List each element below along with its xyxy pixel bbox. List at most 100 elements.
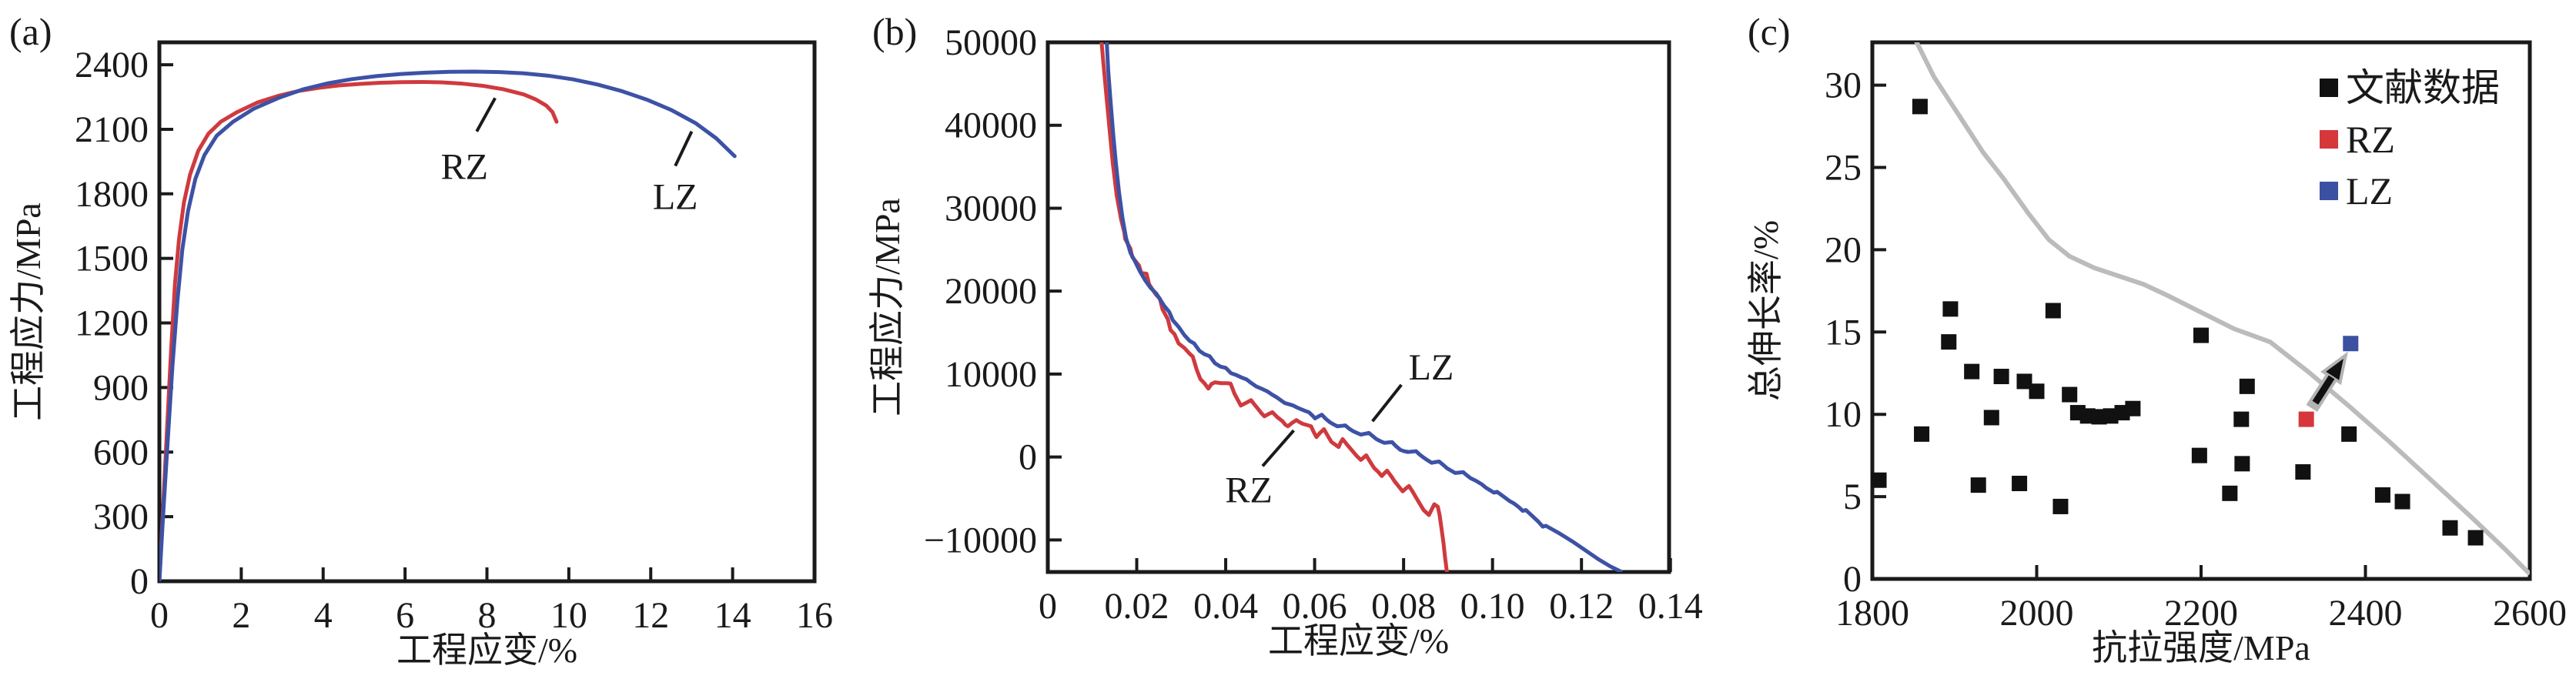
legend-label: RZ bbox=[2346, 118, 2395, 161]
data-point-rz bbox=[2298, 411, 2314, 427]
data-point-文献数据 bbox=[1964, 363, 1980, 380]
data-point-文献数据 bbox=[2191, 447, 2207, 463]
data-point-文献数据 bbox=[2052, 498, 2069, 514]
curve-lz bbox=[159, 69, 737, 581]
y-tick-label: 20 bbox=[1825, 229, 1862, 270]
data-point-文献数据 bbox=[2012, 475, 2028, 491]
annotation-rz-b: RZ bbox=[1225, 429, 1295, 511]
annotation-leader-line bbox=[1261, 429, 1295, 467]
x-tick-label: 8 bbox=[478, 595, 497, 636]
axis-tick-labels-c: 1800 2000 2200 2400 2600 0 5 10 15 20 25 30 bbox=[1825, 65, 2567, 634]
y-tick-label: 30 bbox=[1825, 65, 1862, 106]
x-tick-label: 4 bbox=[314, 595, 333, 636]
x-tick-label: 6 bbox=[396, 595, 414, 636]
y-tick-label: −10000 bbox=[924, 520, 1037, 560]
data-point-文献数据 bbox=[2222, 485, 2238, 501]
legend-item-rz: RZ bbox=[2320, 118, 2395, 161]
panel-c: (c) 1800 2000 2200 2400 2600 0 5 10 15 20 25 30 抗拉强度/… bbox=[1746, 10, 2567, 667]
y-tick-label: 0 bbox=[1019, 437, 1037, 478]
data-point-文献数据 bbox=[1871, 472, 1887, 488]
x-tick-label: 2 bbox=[232, 595, 250, 636]
data-point-文献数据 bbox=[2233, 411, 2250, 427]
y-tick-label: 0 bbox=[1843, 559, 1862, 600]
legend-item-literature: 文献数据 bbox=[2320, 66, 2500, 109]
scatter-series-rz bbox=[2298, 411, 2314, 427]
plot-frame-a bbox=[157, 40, 817, 584]
annotation-lz-b: LZ bbox=[1371, 347, 1454, 423]
x-axis-title-b: 工程应变/% bbox=[1268, 621, 1449, 661]
x-tick-label: 0 bbox=[1039, 586, 1057, 627]
data-point-文献数据 bbox=[1983, 410, 1999, 426]
y-tick-label: 2100 bbox=[75, 109, 149, 150]
panel-tag-b: (b) bbox=[872, 10, 917, 53]
annotation-label: RZ bbox=[1225, 470, 1272, 511]
data-point-文献数据 bbox=[2374, 487, 2390, 503]
legend-label: LZ bbox=[2346, 169, 2393, 212]
arrow-shaft bbox=[2312, 375, 2335, 405]
axis-ticks-a bbox=[158, 63, 816, 583]
annotation-label: LZ bbox=[1409, 347, 1454, 388]
x-tick-label: 16 bbox=[796, 595, 833, 636]
y-tick-label: 25 bbox=[1825, 147, 1862, 188]
data-point-文献数据 bbox=[1970, 477, 1986, 493]
axis-tick-labels-b: 0 0.02 0.04 0.06 0.08 0.10 0.12 0.14−1000001000… bbox=[924, 22, 1703, 627]
scatter-series-文献数据 bbox=[1871, 99, 2484, 546]
data-point-文献数据 bbox=[2295, 464, 2311, 480]
data-point-文献数据 bbox=[1914, 426, 1930, 442]
x-tick-label: 0.10 bbox=[1460, 586, 1525, 627]
y-tick-label: 300 bbox=[93, 497, 149, 537]
x-tick-label: 14 bbox=[714, 595, 751, 636]
y-tick-label: 1200 bbox=[75, 303, 149, 344]
x-tick-label: 0 bbox=[150, 595, 169, 636]
curve-lz bbox=[1105, 42, 1623, 572]
panel-tag-c: (c) bbox=[1748, 10, 1791, 53]
improvement-arrow bbox=[2306, 351, 2348, 412]
y-tick-label: 1800 bbox=[75, 174, 149, 215]
x-tick-label: 0.02 bbox=[1105, 586, 1169, 627]
y-tick-label: 600 bbox=[93, 432, 149, 473]
data-point-文献数据 bbox=[2016, 373, 2032, 390]
data-point-文献数据 bbox=[1942, 301, 1959, 317]
legend-marker-square bbox=[2320, 79, 2338, 97]
x-tick-label: 2600 bbox=[2493, 593, 2567, 634]
annotation-leader-line bbox=[1371, 383, 1403, 423]
data-point-文献数据 bbox=[2442, 520, 2458, 536]
annotation-label: RZ bbox=[441, 146, 488, 187]
panel-b: (b)0 0.02 0.04 0.06 0.08 0.10 0.12 0.14−1000001… bbox=[868, 10, 1703, 661]
axis-ticks-b bbox=[1046, 41, 1672, 572]
y-axis-title-a: 工程应力/MPa bbox=[8, 202, 48, 421]
data-point-文献数据 bbox=[2029, 383, 2045, 400]
y-tick-label: 10 bbox=[1825, 394, 1862, 435]
legend: 文献数据 RZ LZ bbox=[2320, 66, 2500, 212]
data-point-文献数据 bbox=[2341, 426, 2357, 442]
data-point-文献数据 bbox=[2125, 400, 2141, 416]
data-point-文献数据 bbox=[2062, 386, 2078, 403]
y-axis-title-b: 工程应力/MPa bbox=[868, 198, 907, 416]
y-tick-label: 15 bbox=[1825, 312, 1862, 353]
plot-frame-c bbox=[1870, 40, 2532, 581]
y-tick-label: 30000 bbox=[945, 188, 1037, 229]
trend-curve bbox=[1914, 42, 2530, 576]
panel-tag-a: (a) bbox=[9, 10, 52, 53]
y-tick-label: 10000 bbox=[945, 354, 1037, 395]
x-tick-label: 0.06 bbox=[1283, 586, 1347, 627]
annotation-leader-line bbox=[475, 97, 497, 132]
panel-a: (a) 0 2 4 6 8 10 12 14 16 0 300 600 900 1200 1500 1800 21… bbox=[8, 10, 833, 670]
x-tick-label: 2000 bbox=[2000, 593, 2074, 634]
x-tick-label: 0.12 bbox=[1549, 586, 1614, 627]
x-tick-label: 12 bbox=[632, 595, 669, 636]
plot-frame-b bbox=[1045, 40, 1671, 574]
y-tick-label: 40000 bbox=[945, 105, 1037, 146]
data-point-文献数据 bbox=[1912, 99, 1928, 115]
axis-tick-labels-a: 0 2 4 6 8 10 12 14 16 0 300 600 900 1200 1500 1800 2100 2… bbox=[75, 45, 833, 636]
scatter-series-lz bbox=[2343, 336, 2359, 352]
annotation-label: LZ bbox=[653, 177, 698, 218]
data-point-文献数据 bbox=[2193, 327, 2209, 343]
y-tick-label: 2400 bbox=[75, 45, 149, 85]
x-tick-label: 1800 bbox=[1835, 593, 1909, 634]
x-tick-label: 10 bbox=[550, 595, 587, 636]
y-axis-title-c: 总伸长率/% bbox=[1746, 220, 1785, 401]
x-tick-label: 0.08 bbox=[1371, 586, 1436, 627]
y-tick-label: 1500 bbox=[75, 239, 149, 279]
